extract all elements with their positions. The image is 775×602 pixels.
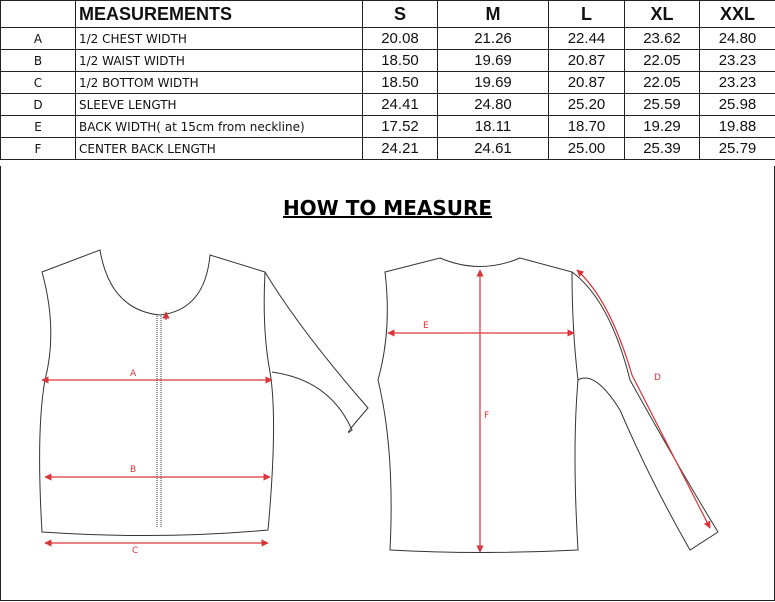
size-value: 22.44 bbox=[548, 27, 625, 50]
label-f: F bbox=[484, 411, 489, 421]
row-letter: F bbox=[0, 137, 76, 160]
header-size-xl: XL bbox=[624, 0, 700, 28]
table-row: C 1/2 BOTTOM WIDTH 18.50 19.69 20.87 22.05 23.… bbox=[0, 71, 775, 94]
label-e: E bbox=[423, 321, 429, 331]
header-size-m: M bbox=[437, 0, 549, 28]
size-value: 21.26 bbox=[437, 27, 549, 50]
label-d: D bbox=[654, 373, 661, 383]
how-to-measure-title: HOW TO MEASURE bbox=[282, 196, 493, 220]
measurement-arrows bbox=[41, 269, 711, 553]
measurement-name: CENTER BACK LENGTH bbox=[75, 137, 363, 160]
size-value: 25.79 bbox=[699, 137, 775, 160]
size-value: 22.05 bbox=[624, 71, 700, 94]
size-value: 24.80 bbox=[437, 93, 549, 116]
table-row: A 1/2 CHEST WIDTH 20.08 21.26 22.44 23.62 24.8… bbox=[0, 27, 775, 50]
size-chart-table: MEASUREMENTS S M L XL XXL A 1/2 CHEST WID… bbox=[0, 0, 775, 160]
front-garment-drawing bbox=[39, 249, 369, 537]
label-c: C bbox=[132, 546, 138, 556]
arrow-d bbox=[576, 269, 711, 529]
size-value: 19.88 bbox=[699, 115, 775, 138]
size-value: 25.20 bbox=[548, 93, 625, 116]
size-value: 19.29 bbox=[624, 115, 700, 138]
table-row: F CENTER BACK LENGTH 24.21 24.61 25.00 25.39 2… bbox=[0, 137, 775, 160]
size-value: 22.05 bbox=[624, 49, 700, 72]
table-row: D SLEEVE LENGTH 24.41 24.80 25.20 25.59 25.98 bbox=[0, 93, 775, 116]
size-value: 18.50 bbox=[362, 71, 438, 94]
size-value: 25.39 bbox=[624, 137, 700, 160]
label-a: A bbox=[130, 369, 137, 379]
label-b: B bbox=[130, 465, 136, 475]
header-size-xxl: XXL bbox=[699, 0, 775, 28]
size-value: 25.98 bbox=[699, 93, 775, 116]
size-value: 24.21 bbox=[362, 137, 438, 160]
size-value: 24.80 bbox=[699, 27, 775, 50]
size-value: 20.87 bbox=[548, 49, 625, 72]
size-value: 24.61 bbox=[437, 137, 549, 160]
back-garment-drawing bbox=[377, 257, 719, 553]
measurement-name: 1/2 BOTTOM WIDTH bbox=[75, 71, 363, 94]
